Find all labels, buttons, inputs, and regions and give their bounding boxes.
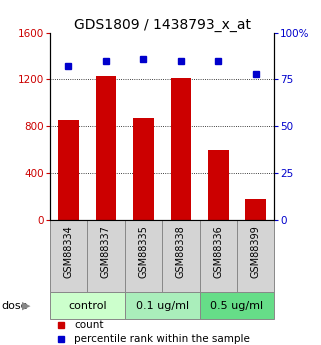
Text: count: count (74, 320, 104, 330)
Text: GSM88335: GSM88335 (138, 225, 148, 278)
Text: 0.1 ug/ml: 0.1 ug/ml (135, 300, 189, 310)
Bar (200, 292, 274, 319)
Text: control: control (68, 300, 107, 310)
Bar (246, 199, 266, 219)
Bar (96, 76, 116, 219)
Bar (50, 292, 125, 319)
Bar (58, 120, 79, 219)
Bar (208, 149, 229, 219)
Text: percentile rank within the sample: percentile rank within the sample (74, 334, 250, 344)
Text: dose: dose (2, 300, 28, 310)
Text: 0.5 ug/ml: 0.5 ug/ml (211, 300, 264, 310)
Bar (162, 219, 200, 292)
Bar (87, 219, 125, 292)
Text: GSM88334: GSM88334 (64, 225, 74, 278)
Bar (125, 219, 162, 292)
Bar (125, 292, 200, 319)
Bar (200, 219, 237, 292)
Text: GSM88337: GSM88337 (101, 225, 111, 278)
Text: GSM88338: GSM88338 (176, 225, 186, 278)
Text: GSM88336: GSM88336 (213, 225, 223, 278)
Bar (237, 219, 274, 292)
Bar (133, 118, 154, 219)
Title: GDS1809 / 1438793_x_at: GDS1809 / 1438793_x_at (74, 18, 251, 32)
Text: ▶: ▶ (22, 300, 30, 310)
Bar (50, 219, 87, 292)
Bar (170, 78, 191, 219)
Text: GSM88399: GSM88399 (251, 225, 261, 278)
